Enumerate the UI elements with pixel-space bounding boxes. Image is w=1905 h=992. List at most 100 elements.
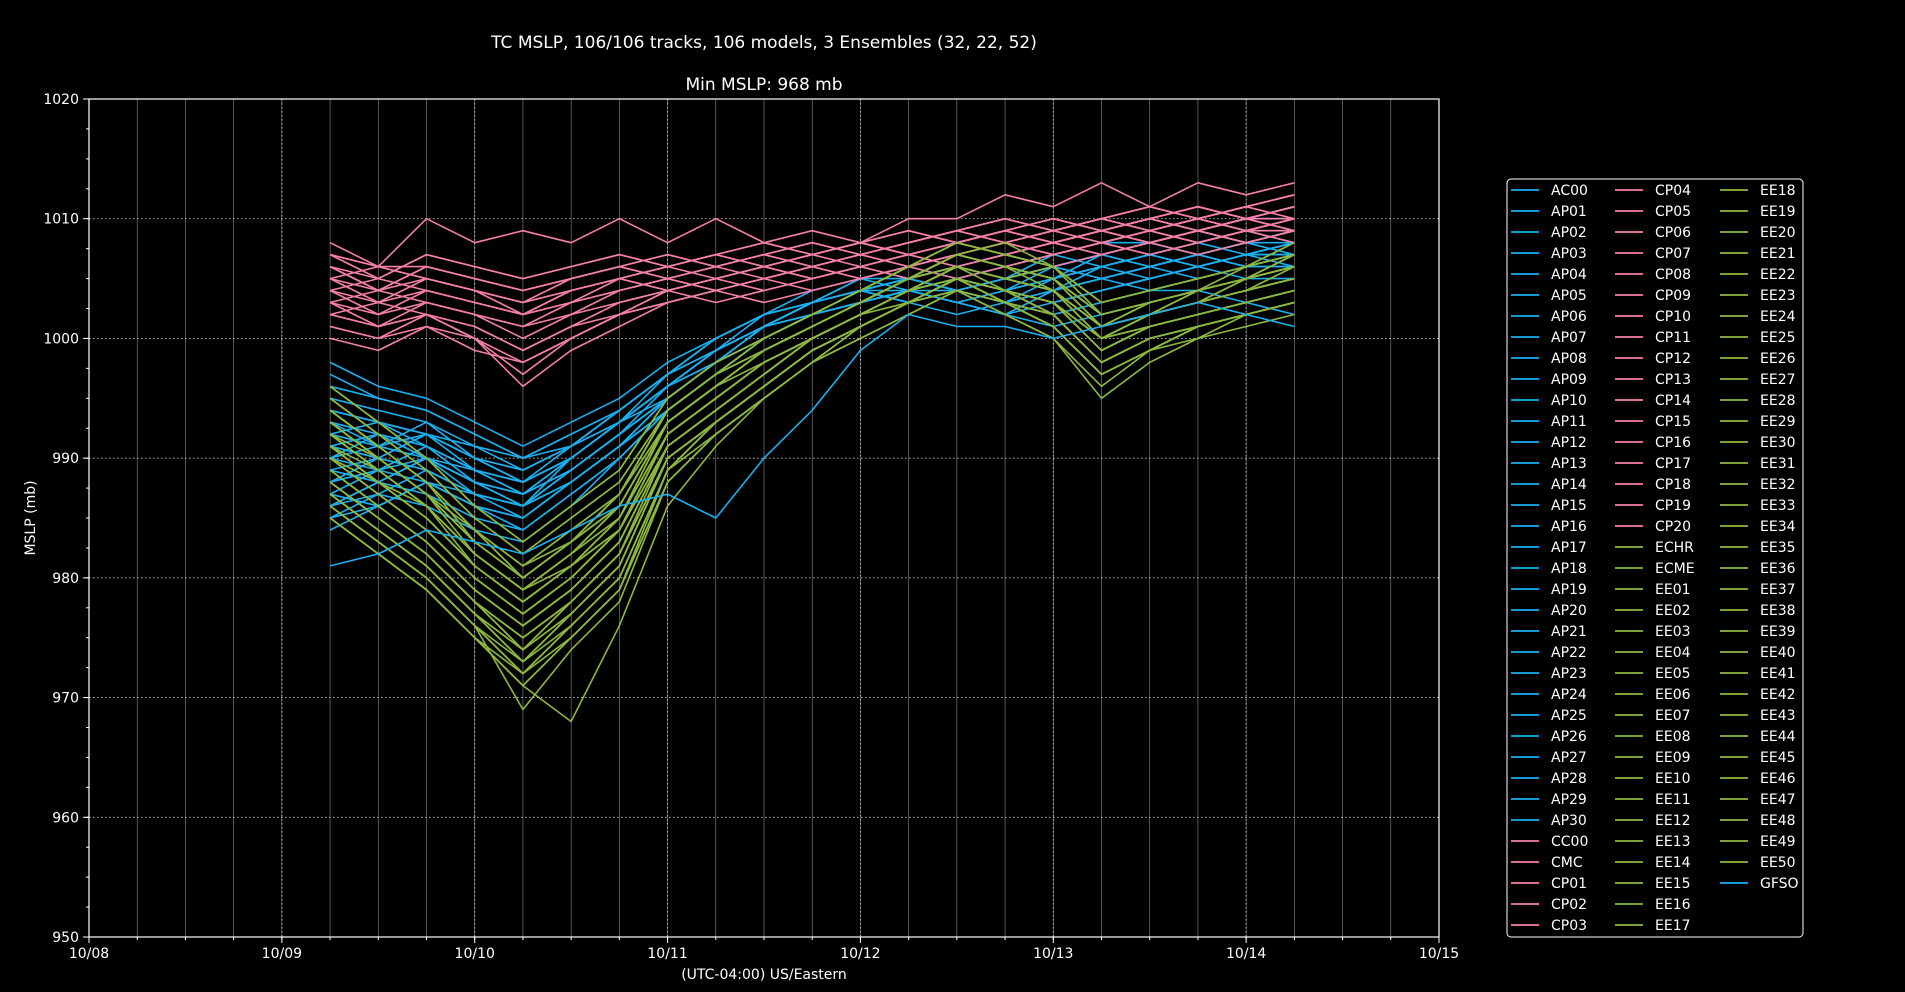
legend-entry: EE33 bbox=[1760, 498, 1796, 514]
legend-entry: EE40 bbox=[1760, 645, 1796, 661]
chart-subtitle: Min MSLP: 968 mb bbox=[685, 75, 842, 95]
legend-entry: AP22 bbox=[1551, 645, 1587, 661]
legend-entry: EE49 bbox=[1760, 834, 1796, 850]
legend-entry: EE01 bbox=[1655, 582, 1691, 598]
legend-entry: CP17 bbox=[1655, 456, 1691, 472]
legend-entry: CP11 bbox=[1655, 330, 1691, 346]
legend-entry: EE02 bbox=[1655, 603, 1691, 619]
legend-entry: EE29 bbox=[1760, 414, 1796, 430]
legend-entry: CP20 bbox=[1655, 519, 1691, 535]
legend-entry: EE48 bbox=[1760, 813, 1796, 829]
legend-entry: EE08 bbox=[1655, 729, 1691, 745]
legend-entry: AP07 bbox=[1551, 330, 1587, 346]
x-tick-label: 10/15 bbox=[1419, 946, 1459, 962]
legend-entry: AP06 bbox=[1551, 309, 1587, 325]
legend-entry: AP14 bbox=[1551, 477, 1587, 493]
legend-entry: AP03 bbox=[1551, 246, 1587, 262]
legend-entry: EE07 bbox=[1655, 708, 1691, 724]
legend-entry: EE13 bbox=[1655, 834, 1691, 850]
legend-entry: AP30 bbox=[1551, 813, 1587, 829]
legend-entry: EE42 bbox=[1760, 687, 1796, 703]
legend-entry: EE36 bbox=[1760, 561, 1796, 577]
series-line-cp04 bbox=[329, 182, 1295, 268]
y-tick-label: 990 bbox=[52, 451, 79, 467]
y-tick-label: 1010 bbox=[43, 212, 79, 228]
y-tick-label: 970 bbox=[52, 691, 79, 707]
legend-entry: AP17 bbox=[1551, 540, 1587, 556]
legend-entry: AP21 bbox=[1551, 624, 1587, 640]
series-line-ee50 bbox=[329, 253, 1295, 579]
legend-entry: EE44 bbox=[1760, 729, 1796, 745]
series-line-ee42 bbox=[329, 241, 1295, 543]
legend-entry: CP04 bbox=[1655, 183, 1691, 199]
legend-entry: EE25 bbox=[1760, 330, 1796, 346]
legend-entry: AP28 bbox=[1551, 771, 1587, 787]
legend-entry: AP16 bbox=[1551, 519, 1587, 535]
y-tick-label: 1020 bbox=[43, 92, 79, 108]
legend-entry: AP23 bbox=[1551, 666, 1587, 682]
legend-frame bbox=[1506, 178, 1804, 938]
legend-entry: EE10 bbox=[1655, 771, 1691, 787]
legend: AC00 AP01 AP02 AP03 AP04 AP05 AP06 AP07 AP08 AP09… bbox=[1506, 178, 1804, 938]
legend-entry: CP10 bbox=[1655, 309, 1691, 325]
legend-entry: CP14 bbox=[1655, 393, 1691, 409]
legend-entry: AP11 bbox=[1551, 414, 1587, 430]
legend-entry: EE18 bbox=[1760, 183, 1796, 199]
legend-entry: EE24 bbox=[1760, 309, 1796, 325]
legend-entry: AP05 bbox=[1551, 288, 1587, 304]
legend-entry: EE06 bbox=[1655, 687, 1691, 703]
legend-entry: EE46 bbox=[1760, 771, 1796, 787]
x-tick-label: 10/12 bbox=[840, 946, 880, 962]
legend-entry: CP15 bbox=[1655, 414, 1691, 430]
legend-entry: AP26 bbox=[1551, 729, 1587, 745]
y-tick-label: 950 bbox=[52, 930, 79, 946]
x-tick-label: 10/13 bbox=[1033, 946, 1073, 962]
y-tick-label: 980 bbox=[52, 571, 79, 587]
legend-entry: AP08 bbox=[1551, 351, 1587, 367]
legend-entry: AP02 bbox=[1551, 225, 1587, 241]
legend-entry: CC00 bbox=[1551, 834, 1588, 850]
legend-entry: CP05 bbox=[1655, 204, 1691, 220]
legend-entry: CMC bbox=[1551, 855, 1583, 871]
legend-entry: CP01 bbox=[1551, 876, 1587, 892]
y-axis: 950 960 970 980 990 1000 1010 1020 bbox=[43, 92, 89, 946]
legend-entry: EE17 bbox=[1655, 918, 1691, 934]
legend-entry: AP13 bbox=[1551, 456, 1587, 472]
legend-entry: EE04 bbox=[1655, 645, 1691, 661]
legend-entry: AP12 bbox=[1551, 435, 1587, 451]
series-line-cp20 bbox=[329, 194, 1295, 292]
legend-entry: EE05 bbox=[1655, 666, 1691, 682]
legend-entry: EE23 bbox=[1760, 288, 1796, 304]
legend-entry: EE27 bbox=[1760, 372, 1796, 388]
legend-entry: AP04 bbox=[1551, 267, 1587, 283]
x-axis: 10/08 10/09 10/10 10/11 10/12 10/13 10/14 10/15 bbox=[69, 937, 1459, 962]
chart-title: TC MSLP, 106/106 tracks, 106 models, 3 E… bbox=[490, 33, 1037, 53]
legend-entry: EE47 bbox=[1760, 792, 1796, 808]
legend-entry: AP20 bbox=[1551, 603, 1587, 619]
legend-entry: CP16 bbox=[1655, 435, 1691, 451]
legend-entry: ECHR bbox=[1655, 540, 1694, 556]
legend-entry: EE26 bbox=[1760, 351, 1796, 367]
legend-entry: EE31 bbox=[1760, 456, 1796, 472]
legend-entry: EE38 bbox=[1760, 603, 1796, 619]
legend-entry: AP19 bbox=[1551, 582, 1587, 598]
legend-entry: EE22 bbox=[1760, 267, 1796, 283]
legend-entry: EE28 bbox=[1760, 393, 1796, 409]
legend-entry: AP10 bbox=[1551, 393, 1587, 409]
legend-entry: CP18 bbox=[1655, 477, 1691, 493]
legend-entry: EE20 bbox=[1760, 225, 1796, 241]
legend-entry: ECME bbox=[1655, 561, 1695, 577]
legend-entry: CP06 bbox=[1655, 225, 1691, 241]
legend-entry: EE34 bbox=[1760, 519, 1796, 535]
legend-entry: EE30 bbox=[1760, 435, 1796, 451]
legend-entry: AP18 bbox=[1551, 561, 1587, 577]
legend-entry: EE16 bbox=[1655, 897, 1691, 913]
legend-entry: AP29 bbox=[1551, 792, 1587, 808]
series-line-cp17 bbox=[329, 217, 1295, 388]
legend-entry: EE21 bbox=[1760, 246, 1796, 262]
legend-entry: CP12 bbox=[1655, 351, 1691, 367]
x-tick-label: 10/10 bbox=[455, 946, 495, 962]
legend-entry: AP27 bbox=[1551, 750, 1587, 766]
legend-entry: EE39 bbox=[1760, 624, 1796, 640]
